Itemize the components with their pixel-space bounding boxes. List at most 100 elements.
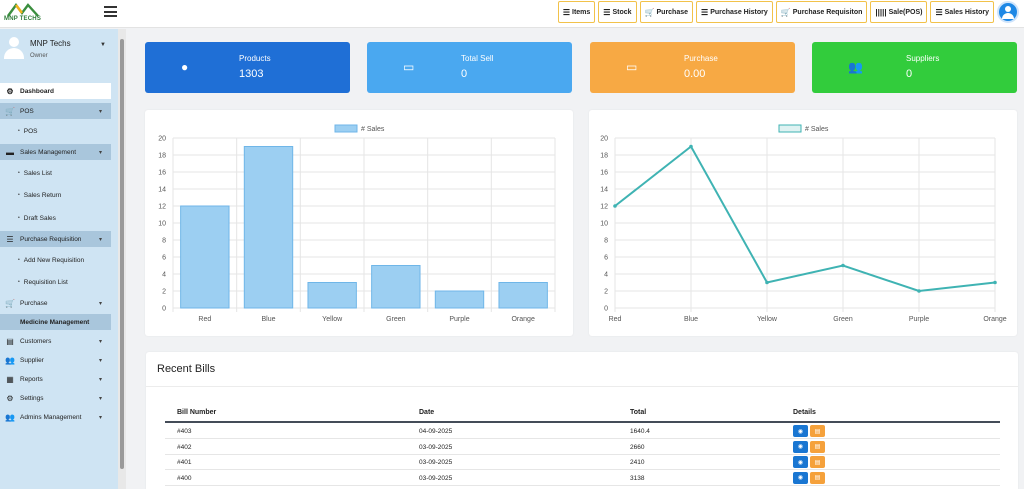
x-tick-label: Purple — [909, 316, 929, 323]
toolbar-button-purchase-history[interactable]: ☰ Purchase History — [696, 1, 773, 23]
stat-card-products[interactable]: ● Products 1303 — [145, 42, 350, 93]
sidebar-item-reports[interactable]: ▦ Reports ▾ — [0, 371, 111, 387]
x-tick-label: Red — [609, 316, 622, 323]
chevron-down-icon[interactable]: ▼ — [100, 42, 106, 48]
toolbar-button-sales-history[interactable]: ☰ Sales History — [930, 1, 994, 23]
toolbar-button-label: Stock — [612, 8, 632, 16]
view-button[interactable]: ◉ — [793, 425, 808, 437]
bar — [434, 290, 485, 309]
y-tick-label: 0 — [604, 306, 608, 313]
sidebar-scrollbar[interactable] — [118, 29, 126, 489]
data-point — [841, 263, 845, 268]
stat-card-purchase[interactable]: ▭ Purchase 0.00 — [590, 42, 795, 93]
legend-label: # Sales — [805, 126, 829, 133]
series-line — [614, 144, 996, 293]
total-cell: 2410 — [630, 459, 645, 466]
top-bar: MNP TECHS ☰ Items ☰ Stock 🛒 Purchase ☰ Purchase… — [0, 0, 1024, 28]
sidebar-item-pos[interactable]: 🛒 POS ▾ — [0, 103, 111, 119]
print-button[interactable]: ▤ — [810, 456, 825, 468]
sidebar-item-dashboard[interactable]: ⚙ Dashboard — [0, 83, 111, 99]
stat-title: Suppliers — [906, 54, 940, 63]
toolbar-button-label: Items — [572, 8, 591, 16]
sidebar-item-admins-management[interactable]: 👥 Admins Management ▾ — [0, 409, 111, 425]
sidebar-item-medicine-management[interactable]: Medicine Management — [0, 314, 111, 330]
sidebar-item-settings[interactable]: ⚙ Settings ▾ — [0, 390, 111, 406]
scrollbar-thumb[interactable] — [120, 39, 124, 469]
table-row: #403 04-09-2025 1640.4 ◉ ▤ — [165, 424, 1000, 439]
table-row: #401 03-09-2025 2410 ◉ ▤ — [165, 455, 1000, 470]
chevron-down-icon: ▾ — [99, 338, 103, 345]
bar — [180, 205, 230, 309]
column-header-total: Total — [630, 409, 647, 416]
y-tick-label: 6 — [162, 255, 166, 262]
column-header-details: Details — [793, 409, 816, 416]
cart-icon: 🛒 — [5, 298, 15, 308]
list-icon: ☰ — [6, 234, 14, 244]
stat-card-suppliers[interactable]: 👥 Suppliers 0 — [812, 42, 1017, 93]
print-button[interactable]: ▤ — [810, 471, 825, 484]
date-cell: 03-09-2025 — [419, 459, 453, 466]
toolbar-button-items[interactable]: ☰ Items — [557, 1, 596, 23]
sidebar-item-supplier[interactable]: 👥 Supplier ▾ — [0, 352, 111, 368]
sidebar-subitem-draft-sales[interactable]: Draft Sales — [0, 211, 111, 225]
cart-icon: 🛒 — [644, 7, 655, 17]
stat-value: 1303 — [239, 68, 264, 80]
stat-title: Products — [239, 54, 271, 63]
x-tick-label: Green — [386, 316, 406, 323]
sidebar-item-purchase-requisition[interactable]: ☰ Purchase Requisition ▾ — [0, 231, 111, 247]
date-cell: 03-09-2025 — [419, 443, 453, 451]
stat-title: Purchase — [684, 54, 718, 63]
menu-toggle-icon[interactable] — [104, 6, 117, 17]
toolbar-button-sale-pos[interactable]: ||||| Sale(POS) — [870, 1, 928, 23]
y-tick-label: 16 — [600, 170, 608, 177]
sidebar-subitem-add-new-requisition[interactable]: Add New Requisition — [0, 253, 111, 267]
bill-number-cell: #401 — [177, 459, 192, 466]
eye-icon: ◉ — [797, 444, 804, 450]
view-button[interactable]: ◉ — [793, 471, 808, 484]
legend-swatch — [334, 124, 358, 133]
print-icon: ▤ — [814, 428, 821, 435]
toolbar-button-label: Purchase — [656, 8, 689, 16]
dashboard-icon: ⚙ — [6, 86, 14, 96]
y-tick-label: 12 — [158, 204, 166, 211]
view-button[interactable]: ◉ — [793, 440, 808, 453]
y-tick-label: 8 — [604, 238, 608, 245]
barcode-icon: ||||| — [875, 7, 887, 17]
sidebar-item-customers[interactable]: ▤ Customers ▾ — [0, 333, 111, 349]
sidebar-item-purchase[interactable]: 🛒 Purchase ▾ — [0, 295, 111, 311]
print-button[interactable]: ▤ — [810, 425, 825, 437]
chevron-down-icon: ▾ — [99, 300, 103, 307]
y-tick-label: 2 — [604, 289, 608, 296]
view-button[interactable]: ◉ — [793, 456, 808, 468]
admins-icon: 👥 — [5, 412, 15, 422]
toolbar-button-purchase[interactable]: 🛒 Purchase — [639, 1, 694, 23]
report-icon: ▦ — [6, 374, 14, 384]
y-tick-label: 14 — [158, 187, 166, 194]
y-tick-label: 16 — [158, 170, 166, 177]
eye-icon: ◉ — [797, 475, 804, 481]
user-role: Owner — [30, 53, 48, 59]
toolbar-button-label: Purchase History — [710, 8, 768, 16]
y-tick-label: 4 — [604, 272, 608, 279]
x-tick-label: Blue — [684, 316, 698, 323]
y-tick-label: 8 — [162, 238, 166, 245]
toolbar-button-purchase-requisiton[interactable]: 🛒 Purchase Requisiton — [775, 1, 868, 23]
table-header-rule — [165, 421, 1000, 423]
sidebar-subitem-sales-return[interactable]: Sales Return — [0, 188, 111, 202]
eye-icon: ◉ — [797, 428, 804, 435]
sidebar-item-sales-management[interactable]: ▬ Sales Management ▾ — [0, 144, 111, 160]
x-tick-label: Green — [833, 316, 853, 323]
bill-number-cell: #403 — [177, 428, 192, 435]
sidebar-subitem-sales-list[interactable]: Sales List — [0, 166, 111, 180]
y-tick-label: 14 — [600, 187, 608, 194]
user-avatar-icon[interactable] — [997, 1, 1019, 23]
cart-icon: 🛒 — [5, 106, 15, 116]
print-button[interactable]: ▤ — [810, 440, 825, 453]
y-tick-label: 18 — [600, 153, 608, 160]
sidebar-subitem-pos[interactable]: POS — [0, 124, 111, 138]
line-chart: 0 2 4 6 8 10 12 14 16 18 20 Red Blue Yellow Green Purpl… — [600, 124, 1007, 323]
sidebar-subitem-requisition-list[interactable]: Requisition List — [0, 275, 111, 289]
stat-card-total-sell[interactable]: ▭ Total Sell 0 — [367, 42, 572, 93]
y-tick-label: 18 — [158, 153, 166, 160]
toolbar-button-stock[interactable]: ☰ Stock — [598, 1, 637, 23]
